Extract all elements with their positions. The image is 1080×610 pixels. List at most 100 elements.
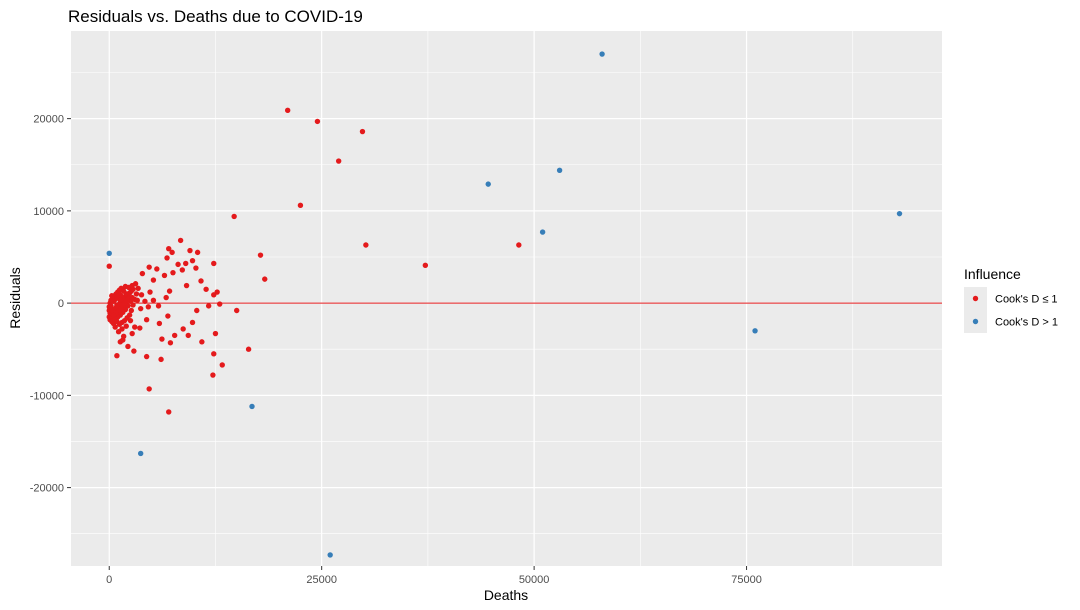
data-point [165, 313, 171, 319]
data-point [131, 348, 137, 354]
data-point [163, 294, 169, 301]
x-tick-label: 0 [106, 574, 112, 586]
data-point [146, 264, 152, 270]
data-point [137, 305, 144, 312]
x-tick-label: 75000 [731, 574, 762, 586]
data-point [599, 51, 605, 57]
series-1 [106, 107, 522, 415]
data-point [210, 372, 216, 378]
data-point [158, 356, 164, 363]
y-tick-label: 0 [58, 298, 64, 310]
data-point [134, 297, 140, 304]
data-point [132, 324, 138, 330]
data-point [189, 257, 196, 264]
legend-title: Influence [964, 266, 1021, 282]
data-point [335, 158, 342, 164]
data-point [211, 351, 217, 357]
data-point [217, 301, 223, 307]
data-point [171, 332, 178, 339]
data-point [203, 286, 209, 292]
data-point [129, 294, 135, 301]
data-point [106, 263, 112, 269]
data-point [422, 262, 429, 268]
data-point [212, 330, 219, 337]
data-point [187, 247, 193, 254]
data-point [245, 346, 252, 352]
data-point [142, 298, 148, 304]
data-point [485, 181, 491, 187]
data-point [205, 303, 212, 309]
legend-marker [972, 318, 979, 325]
data-point [249, 403, 255, 410]
y-axis-title: Residuals [7, 267, 23, 328]
data-point [199, 339, 205, 345]
data-point [150, 297, 157, 304]
data-point [179, 267, 186, 273]
chart-title: Residuals vs. Deaths due to COVID-19 [68, 7, 363, 26]
data-point [177, 237, 184, 244]
data-point [106, 250, 112, 257]
data-point [516, 242, 522, 248]
y-tick-label: 20000 [33, 114, 64, 126]
data-point [137, 450, 144, 457]
data-point [138, 292, 145, 298]
data-point [175, 261, 181, 268]
data-point [120, 337, 126, 343]
data-point [143, 353, 150, 360]
data-point [257, 252, 264, 258]
data-point [166, 245, 172, 252]
data-point [114, 302, 120, 308]
data-point [180, 326, 186, 332]
data-point [154, 266, 160, 272]
data-point [137, 325, 143, 331]
data-point [147, 289, 153, 295]
data-point [128, 307, 135, 314]
data-point [363, 242, 369, 248]
data-point [539, 229, 546, 235]
data-point [231, 213, 237, 220]
data-point [169, 249, 175, 256]
data-point [314, 118, 321, 125]
data-point [155, 303, 162, 309]
y-axis: -20000 -10000 0 10000 20000 [30, 114, 71, 495]
data-point [110, 312, 117, 318]
data-point [108, 303, 114, 309]
data-point [189, 319, 196, 326]
data-point [194, 307, 200, 314]
x-tick-label: 50000 [519, 574, 550, 586]
data-point [219, 362, 225, 368]
data-point [198, 278, 204, 284]
y-tick-label: 10000 [33, 206, 64, 218]
data-point [125, 343, 131, 350]
data-point [117, 297, 123, 304]
data-point [156, 320, 163, 327]
data-point [139, 270, 146, 277]
data-point [159, 336, 165, 342]
data-point [109, 293, 115, 299]
y-tick-label: -10000 [30, 390, 64, 402]
data-point [284, 107, 291, 114]
legend-marker [972, 295, 979, 302]
series-2 [106, 51, 903, 558]
data-point [166, 288, 173, 294]
legend: Influence Cook's D ≤ 1 Cook's D > 1 [964, 266, 1058, 333]
plot-panel [71, 31, 942, 566]
data-point [752, 328, 758, 334]
data-point [167, 340, 174, 346]
data-point [327, 552, 333, 558]
data-point [120, 302, 126, 308]
data-point [114, 352, 120, 359]
data-point [166, 409, 172, 415]
data-point [896, 210, 903, 217]
data-point [170, 269, 176, 276]
data-point [194, 249, 201, 256]
data-point [135, 285, 141, 292]
data-point [262, 276, 268, 282]
data-point [193, 265, 199, 271]
data-point [132, 281, 139, 287]
x-axis-title: Deaths [484, 587, 528, 603]
panel-background [71, 31, 942, 566]
legend-label: Cook's D > 1 [995, 317, 1058, 329]
data-point [133, 291, 140, 297]
